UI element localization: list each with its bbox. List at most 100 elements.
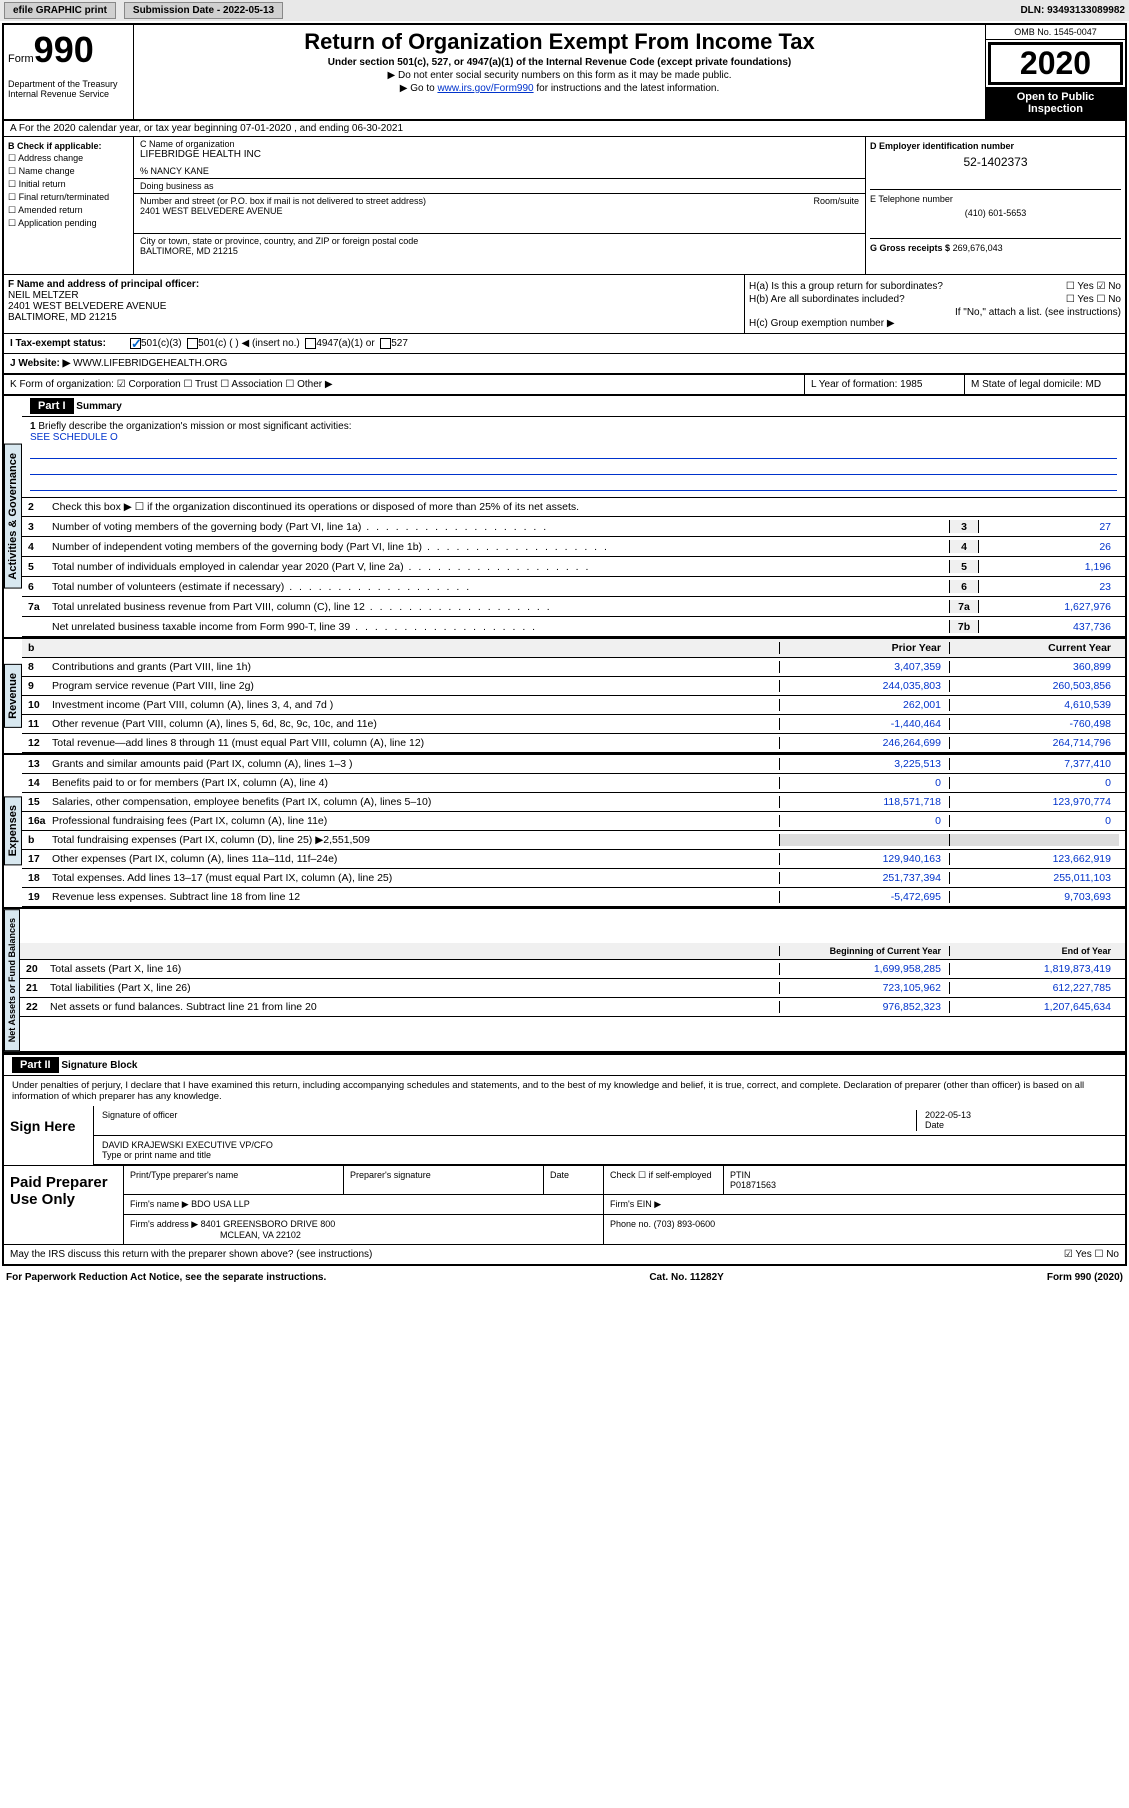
expenses-block: Expenses 13 Grants and similar amounts p… [4, 755, 1125, 909]
instructions-link-line: ▶ Go to www.irs.gov/Form990 for instruct… [138, 83, 981, 94]
cb-501c[interactable] [187, 338, 198, 349]
line-val: 437,736 [979, 621, 1119, 633]
side-governance: Activities & Governance [4, 444, 22, 589]
two-col-line: 14 Benefits paid to or for members (Part… [22, 774, 1125, 793]
col-b-header: B Check if applicable: [8, 141, 129, 151]
sig-officer-label: Signature of officer [102, 1110, 917, 1131]
omb-number: OMB No. 1545-0047 [986, 25, 1125, 40]
paid-preparer-block: Paid Preparer Use Only Print/Type prepar… [4, 1166, 1125, 1244]
cat-no: Cat. No. 11282Y [649, 1272, 723, 1283]
cb-4947[interactable] [305, 338, 316, 349]
cb-final-return[interactable]: ☐ Final return/terminated [8, 192, 129, 203]
line-num: 14 [28, 777, 52, 789]
firm-addr-label: Firm's address ▶ [130, 1219, 198, 1229]
current-val: 123,970,774 [949, 796, 1119, 808]
mission-value: SEE SCHEDULE O [30, 432, 1117, 443]
hb-note: If "No," attach a list. (see instruction… [749, 307, 1121, 318]
prep-phone-label: Phone no. [610, 1219, 651, 1229]
officer-name: NEIL MELTZER [8, 290, 740, 301]
hc-label: H(c) Group exemption number ▶ [749, 318, 1121, 329]
cb-initial-return[interactable]: ☐ Initial return [8, 179, 129, 190]
two-col-line: 20 Total assets (Part X, line 16) 1,699,… [20, 960, 1125, 979]
line-val: 27 [979, 521, 1119, 533]
two-col-line: 10 Investment income (Part VIII, column … [22, 696, 1125, 715]
line-box: 7b [949, 620, 979, 633]
opt-527: 527 [391, 338, 408, 349]
room-label: Room/suite [813, 196, 859, 206]
sign-here-label: Sign Here [4, 1106, 94, 1165]
current-val: 0 [949, 815, 1119, 827]
cb-address-change[interactable]: ☐ Address change [8, 153, 129, 164]
website-row: J Website: ▶ WWW.LIFEBRIDGEHEALTH.ORG [4, 354, 1125, 375]
two-col-line: 21 Total liabilities (Part X, line 26) 7… [20, 979, 1125, 998]
col-b-checkboxes: B Check if applicable: ☐ Address change … [4, 137, 134, 274]
org-name: LIFEBRIDGE HEALTH INC [140, 149, 859, 160]
line-num: 21 [26, 982, 50, 994]
line-num: 20 [26, 963, 50, 975]
current-val: 0 [949, 777, 1119, 789]
part-i-title: Summary [76, 401, 122, 412]
two-col-line: 19 Revenue less expenses. Subtract line … [22, 888, 1125, 907]
line-num: 13 [28, 758, 52, 770]
end-year-header: End of Year [949, 946, 1119, 956]
efile-button[interactable]: efile GRAPHIC print [4, 2, 116, 19]
cb-application-pending[interactable]: ☐ Application pending [8, 218, 129, 229]
discuss-question: May the IRS discuss this return with the… [10, 1249, 372, 1260]
cb-name-change[interactable]: ☐ Name change [8, 166, 129, 177]
opt-501c3: 501(c)(3) [141, 338, 182, 349]
officer-addr1: 2401 WEST BELVEDERE AVENUE [8, 301, 740, 312]
two-col-line: 17 Other expenses (Part IX, column (A), … [22, 850, 1125, 869]
cb-501c3[interactable] [130, 338, 141, 349]
line-label: Total revenue—add lines 8 through 11 (mu… [52, 737, 779, 749]
header-left: Form990 Department of the Treasury Inter… [4, 25, 134, 119]
discuss-row: May the IRS discuss this return with the… [4, 1244, 1125, 1264]
city-label: City or town, state or province, country… [140, 236, 859, 246]
website-value: WWW.LIFEBRIDGEHEALTH.ORG [73, 358, 227, 369]
line-label: Total number of individuals employed in … [52, 561, 949, 573]
form-word: Form [8, 53, 34, 65]
ein-label: D Employer identification number [870, 141, 1121, 151]
line-num: 11 [28, 718, 52, 730]
summary-line: 6 Total number of volunteers (estimate i… [22, 577, 1125, 597]
cb-amended-return[interactable]: ☐ Amended return [8, 205, 129, 216]
firm-ein-label: Firm's EIN ▶ [604, 1195, 1125, 1214]
current-val: 9,703,693 [949, 891, 1119, 903]
summary-line: 5 Total number of individuals employed i… [22, 557, 1125, 577]
line-val: 1,627,976 [979, 601, 1119, 613]
line-label: Total assets (Part X, line 16) [50, 963, 779, 975]
firm-name: BDO USA LLP [191, 1199, 250, 1209]
line-num: 7a [28, 601, 52, 613]
line-val: 23 [979, 581, 1119, 593]
cb-527[interactable] [380, 338, 391, 349]
submission-date-button[interactable]: Submission Date - 2022-05-13 [124, 2, 283, 19]
line-label: Net assets or fund balances. Subtract li… [50, 1001, 779, 1013]
ha-yn[interactable]: ☐ Yes ☑ No [1066, 281, 1121, 292]
line-label: Professional fundraising fees (Part IX, … [52, 815, 779, 827]
form-number: 990 [34, 29, 94, 70]
department: Department of the Treasury Internal Reve… [8, 79, 129, 99]
hb-yn[interactable]: ☐ Yes ☐ No [1066, 294, 1121, 305]
two-col-line: 22 Net assets or fund balances. Subtract… [20, 998, 1125, 1017]
sign-here-block: Sign Here Signature of officer 2022-05-1… [4, 1106, 1125, 1166]
dln-label: DLN: [1020, 5, 1044, 16]
tax-exempt-row: I Tax-exempt status: 501(c)(3) 501(c) ( … [4, 334, 1125, 354]
line-box: 7a [949, 600, 979, 613]
officer-addr2: BALTIMORE, MD 21215 [8, 312, 740, 323]
prior-val: 3,407,359 [779, 661, 949, 673]
line-box: 3 [949, 520, 979, 533]
discuss-yn[interactable]: ☑ Yes ☐ No [1064, 1249, 1119, 1260]
officer-label: F Name and address of principal officer: [8, 279, 740, 290]
line-label: Benefits paid to or for members (Part IX… [52, 777, 779, 789]
self-employed-check[interactable]: Check ☐ if self-employed [604, 1166, 724, 1194]
line-label: Other expenses (Part IX, column (A), lin… [52, 853, 779, 865]
two-col-line: 15 Salaries, other compensation, employe… [22, 793, 1125, 812]
summary-line: 3 Number of voting members of the govern… [22, 517, 1125, 537]
firm-name-label: Firm's name ▶ [130, 1199, 189, 1209]
care-of: % NANCY KANE [140, 166, 859, 176]
addr-label: Number and street (or P.O. box if mail i… [140, 196, 426, 206]
line-num: 18 [28, 872, 52, 884]
k-form-org: K Form of organization: ☑ Corporation ☐ … [4, 375, 805, 394]
l-year-formation: L Year of formation: 1985 [805, 375, 965, 394]
summary-line: 7a Total unrelated business revenue from… [22, 597, 1125, 617]
irs-link[interactable]: www.irs.gov/Form990 [437, 83, 533, 94]
